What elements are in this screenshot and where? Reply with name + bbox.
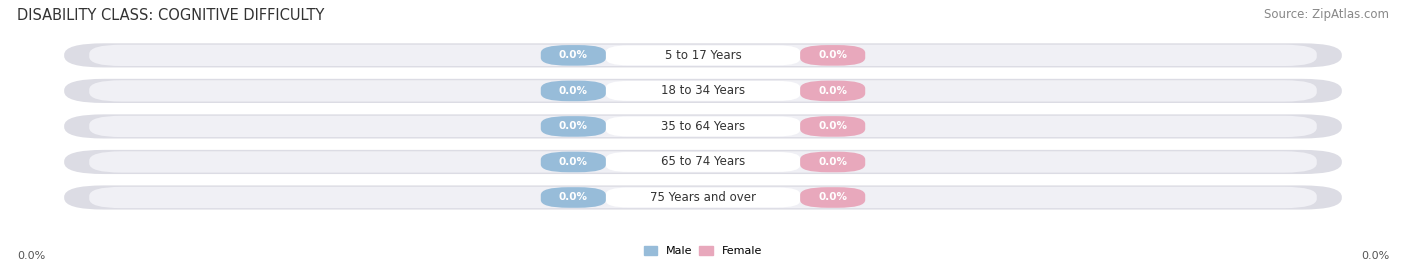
FancyBboxPatch shape xyxy=(541,152,606,172)
FancyBboxPatch shape xyxy=(800,45,865,66)
Text: 0.0%: 0.0% xyxy=(818,193,848,203)
FancyBboxPatch shape xyxy=(65,43,1341,68)
FancyBboxPatch shape xyxy=(541,187,606,208)
FancyBboxPatch shape xyxy=(606,45,800,65)
Text: DISABILITY CLASS: COGNITIVE DIFFICULTY: DISABILITY CLASS: COGNITIVE DIFFICULTY xyxy=(17,8,325,23)
FancyBboxPatch shape xyxy=(800,187,865,208)
Text: 0.0%: 0.0% xyxy=(558,193,588,203)
FancyBboxPatch shape xyxy=(65,150,1341,174)
Text: 0.0%: 0.0% xyxy=(17,251,45,261)
FancyBboxPatch shape xyxy=(89,80,1317,102)
FancyBboxPatch shape xyxy=(89,116,1317,137)
FancyBboxPatch shape xyxy=(541,45,606,66)
FancyBboxPatch shape xyxy=(606,187,800,207)
Text: 0.0%: 0.0% xyxy=(818,86,848,96)
FancyBboxPatch shape xyxy=(606,152,800,172)
FancyBboxPatch shape xyxy=(65,114,1341,139)
Text: 35 to 64 Years: 35 to 64 Years xyxy=(661,120,745,133)
Text: 0.0%: 0.0% xyxy=(558,157,588,167)
FancyBboxPatch shape xyxy=(606,116,800,136)
Text: 18 to 34 Years: 18 to 34 Years xyxy=(661,84,745,97)
FancyBboxPatch shape xyxy=(541,81,606,101)
FancyBboxPatch shape xyxy=(65,185,1341,210)
Legend: Male, Female: Male, Female xyxy=(644,246,762,256)
Text: 0.0%: 0.0% xyxy=(558,50,588,60)
FancyBboxPatch shape xyxy=(541,116,606,137)
FancyBboxPatch shape xyxy=(89,151,1317,173)
FancyBboxPatch shape xyxy=(800,116,865,137)
FancyBboxPatch shape xyxy=(89,187,1317,208)
Text: 75 Years and over: 75 Years and over xyxy=(650,191,756,204)
Text: 0.0%: 0.0% xyxy=(818,157,848,167)
FancyBboxPatch shape xyxy=(800,152,865,172)
FancyBboxPatch shape xyxy=(606,81,800,101)
Text: 65 to 74 Years: 65 to 74 Years xyxy=(661,155,745,168)
Text: 5 to 17 Years: 5 to 17 Years xyxy=(665,49,741,62)
Text: 0.0%: 0.0% xyxy=(818,121,848,132)
Text: Source: ZipAtlas.com: Source: ZipAtlas.com xyxy=(1264,8,1389,21)
Text: 0.0%: 0.0% xyxy=(818,50,848,60)
Text: 0.0%: 0.0% xyxy=(558,86,588,96)
FancyBboxPatch shape xyxy=(800,81,865,101)
FancyBboxPatch shape xyxy=(65,79,1341,103)
FancyBboxPatch shape xyxy=(89,45,1317,66)
Text: 0.0%: 0.0% xyxy=(1361,251,1389,261)
Text: 0.0%: 0.0% xyxy=(558,121,588,132)
